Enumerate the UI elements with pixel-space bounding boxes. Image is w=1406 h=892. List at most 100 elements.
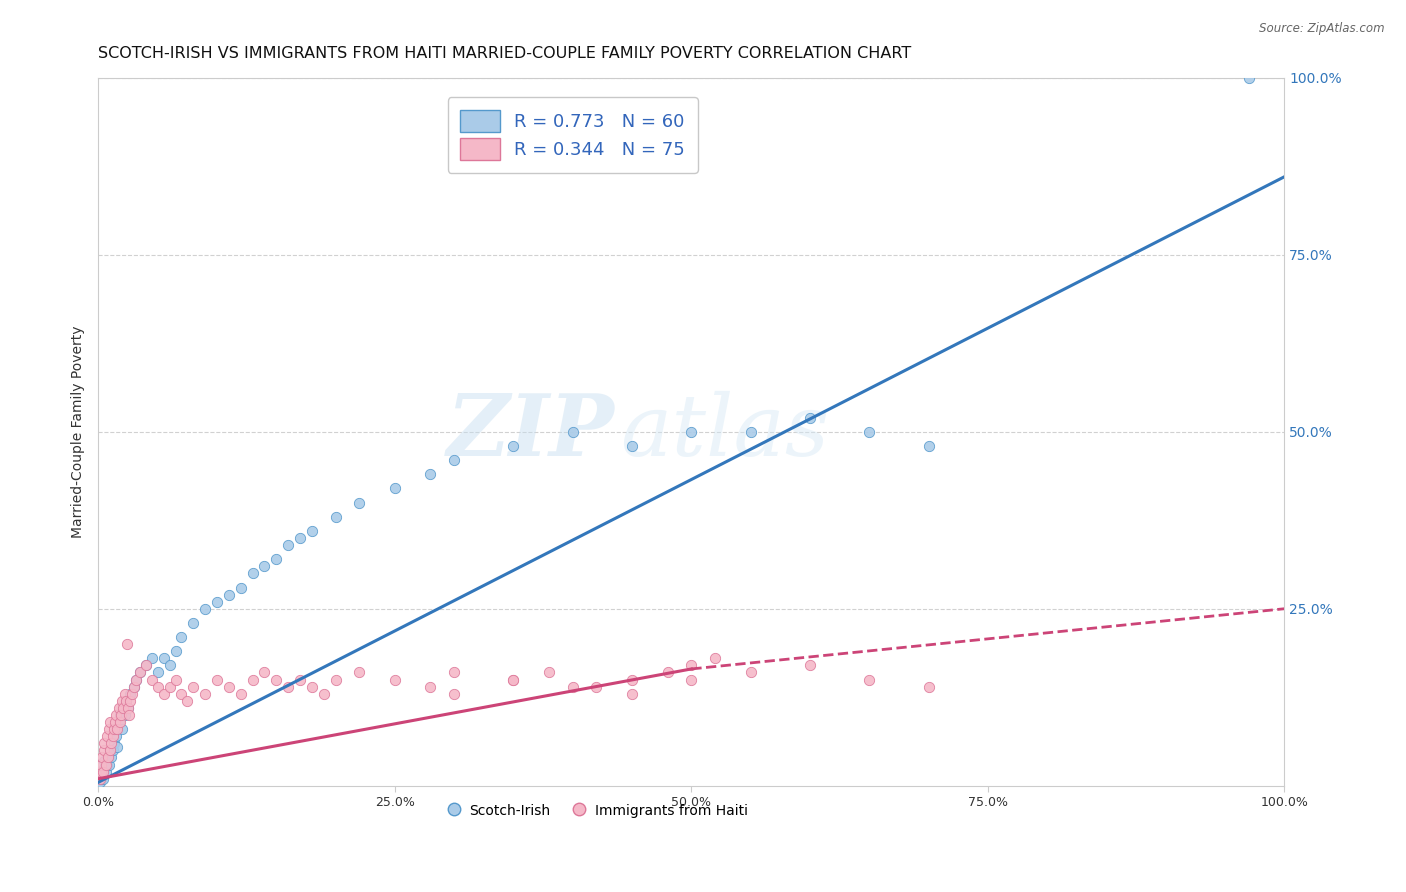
Point — [90, 764, 112, 779]
Point — [125, 673, 148, 687]
Point — [229, 581, 252, 595]
Point — [135, 658, 157, 673]
Point — [120, 694, 142, 708]
Point — [91, 772, 114, 786]
Point — [325, 509, 347, 524]
Point — [538, 665, 561, 680]
Point — [114, 694, 136, 708]
Point — [98, 722, 121, 736]
Point — [135, 658, 157, 673]
Point — [110, 708, 132, 723]
Point — [94, 764, 117, 779]
Point — [349, 665, 371, 680]
Point — [384, 673, 406, 687]
Point — [91, 764, 114, 779]
Point — [108, 714, 131, 729]
Text: atlas: atlas — [620, 391, 830, 473]
Point — [205, 595, 228, 609]
Point — [89, 772, 111, 786]
Point — [129, 665, 152, 680]
Point — [242, 673, 264, 687]
Point — [98, 743, 121, 757]
Point — [96, 729, 118, 743]
Point — [585, 680, 607, 694]
Point — [917, 680, 939, 694]
Point — [266, 673, 288, 687]
Point — [111, 694, 134, 708]
Point — [100, 736, 122, 750]
Point — [112, 701, 135, 715]
Point — [288, 673, 311, 687]
Point — [858, 673, 880, 687]
Point — [105, 708, 128, 723]
Point — [194, 687, 217, 701]
Legend: Scotch-Irish, Immigrants from Haiti: Scotch-Irish, Immigrants from Haiti — [439, 797, 755, 825]
Point — [101, 729, 124, 743]
Point — [115, 637, 138, 651]
Point — [277, 680, 299, 694]
Point — [165, 673, 187, 687]
Point — [242, 566, 264, 581]
Point — [740, 665, 762, 680]
Point — [205, 673, 228, 687]
Point — [93, 754, 115, 768]
Point — [502, 673, 524, 687]
Point — [159, 680, 181, 694]
Point — [253, 559, 276, 574]
Point — [384, 482, 406, 496]
Point — [325, 673, 347, 687]
Point — [97, 750, 120, 764]
Point — [90, 772, 112, 786]
Point — [176, 694, 198, 708]
Point — [181, 615, 204, 630]
Point — [301, 524, 323, 538]
Point — [114, 708, 136, 723]
Point — [681, 658, 703, 673]
Point — [165, 644, 187, 658]
Point — [443, 665, 465, 680]
Point — [94, 757, 117, 772]
Point — [96, 757, 118, 772]
Point — [218, 680, 240, 694]
Point — [1237, 70, 1260, 85]
Point — [107, 714, 129, 729]
Point — [93, 736, 115, 750]
Point — [90, 757, 112, 772]
Text: Source: ZipAtlas.com: Source: ZipAtlas.com — [1260, 22, 1385, 36]
Y-axis label: Married-Couple Family Poverty: Married-Couple Family Poverty — [72, 326, 86, 538]
Point — [181, 680, 204, 694]
Point — [120, 687, 142, 701]
Point — [152, 687, 174, 701]
Point — [229, 687, 252, 701]
Point — [141, 651, 163, 665]
Point — [799, 658, 821, 673]
Point — [104, 714, 127, 729]
Point — [152, 651, 174, 665]
Point — [93, 743, 115, 757]
Point — [170, 630, 193, 644]
Point — [122, 680, 145, 694]
Point — [561, 425, 583, 439]
Point — [740, 425, 762, 439]
Point — [681, 425, 703, 439]
Point — [114, 687, 136, 701]
Point — [146, 680, 169, 694]
Point — [253, 665, 276, 680]
Point — [141, 673, 163, 687]
Point — [107, 739, 129, 754]
Point — [681, 673, 703, 687]
Point — [858, 425, 880, 439]
Point — [266, 552, 288, 566]
Point — [170, 687, 193, 701]
Point — [657, 665, 679, 680]
Point — [89, 775, 111, 789]
Point — [103, 722, 125, 736]
Point — [103, 736, 125, 750]
Point — [121, 687, 143, 701]
Point — [111, 722, 134, 736]
Point — [125, 673, 148, 687]
Point — [98, 757, 121, 772]
Point — [105, 729, 128, 743]
Point — [101, 743, 124, 757]
Point — [443, 453, 465, 467]
